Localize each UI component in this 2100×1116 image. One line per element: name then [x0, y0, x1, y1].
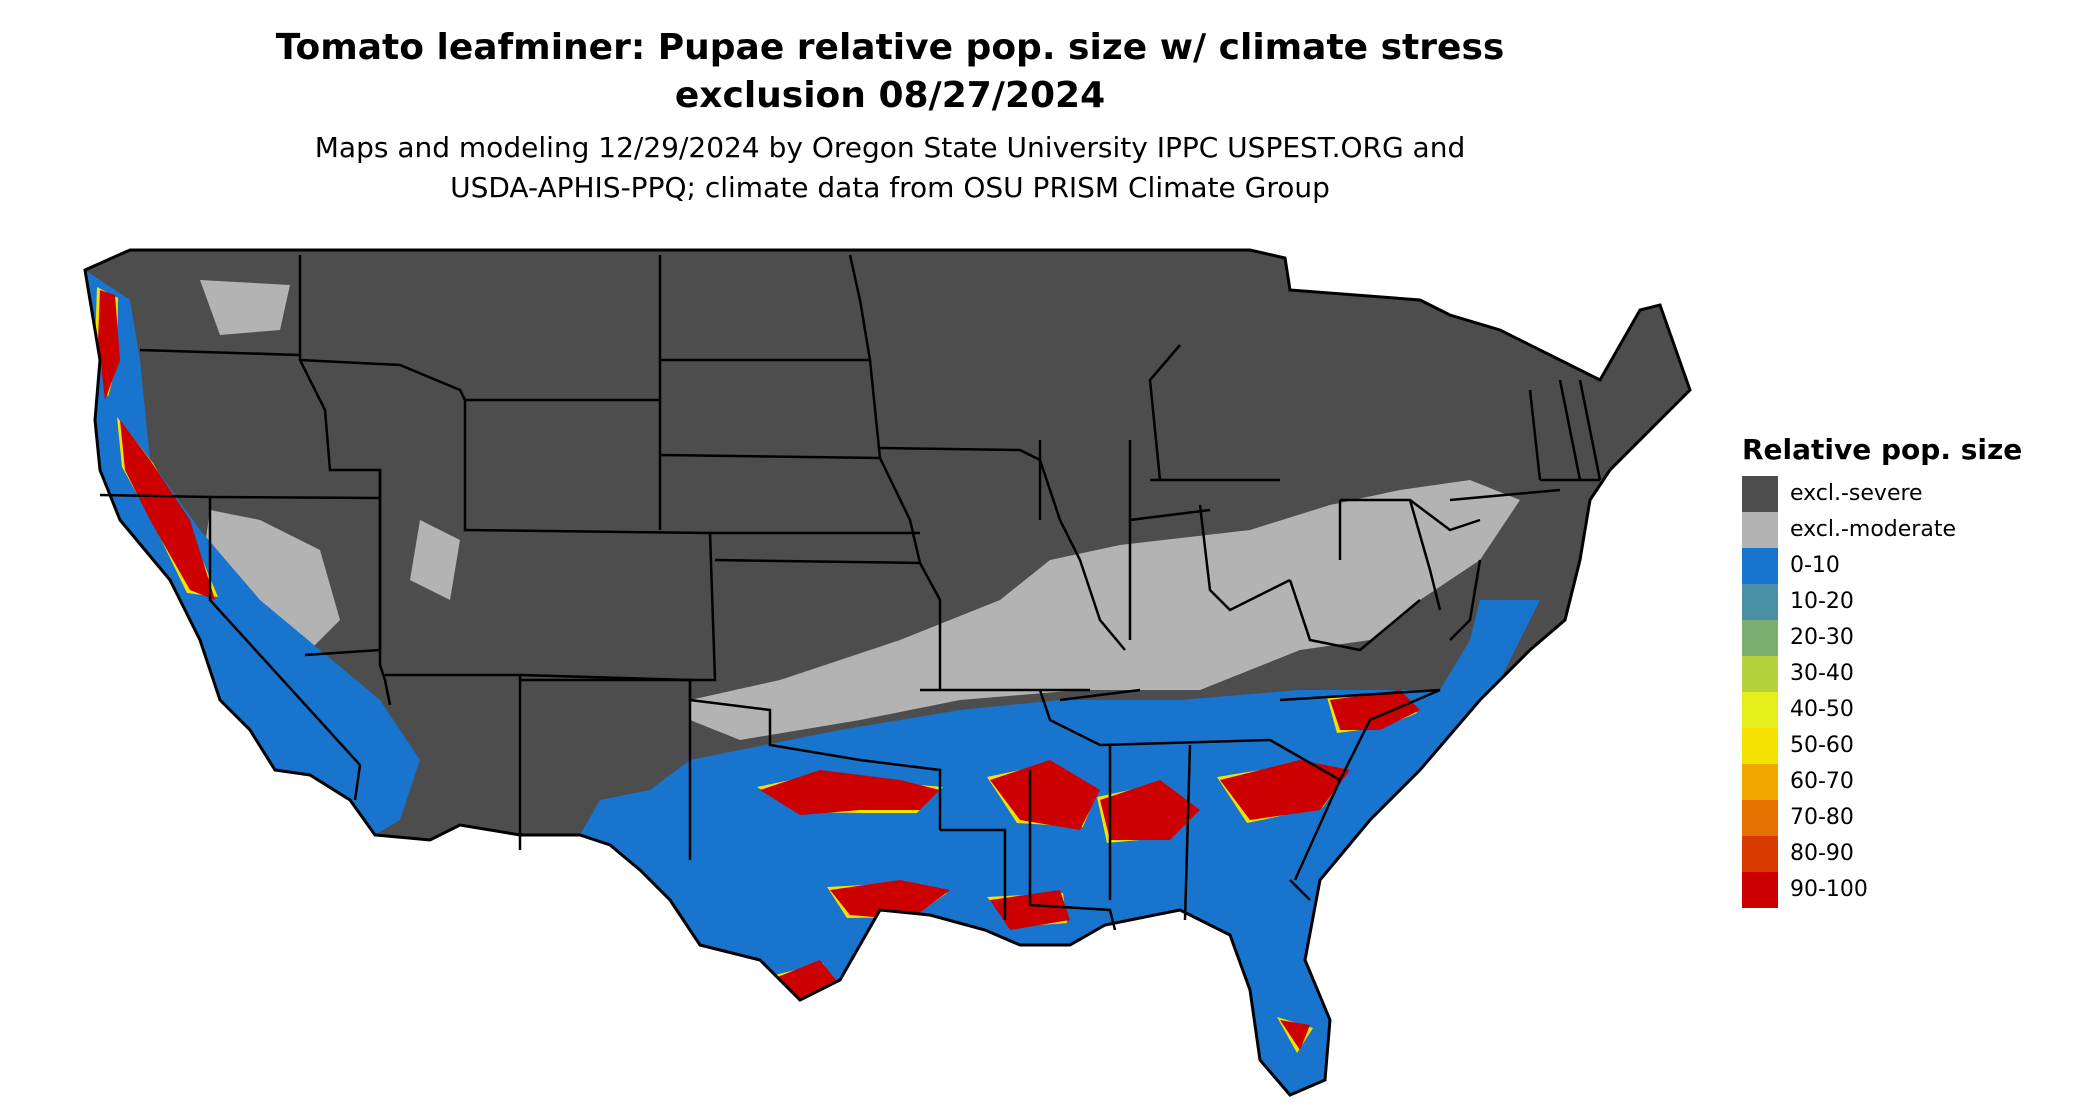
legend-swatch — [1742, 584, 1778, 620]
legend-swatch — [1742, 872, 1778, 908]
region-excl-moderate — [410, 520, 460, 600]
legend-swatch — [1742, 800, 1778, 836]
map-title-line1: Tomato leafminer: Pupae relative pop. si… — [275, 27, 1505, 68]
map-subtitle-line2: USDA-APHIS-PPQ; climate data from OSU PR… — [450, 171, 1330, 204]
region-90-100 — [760, 770, 940, 815]
map-subtitle-line1: Maps and modeling 12/29/2024 by Oregon S… — [314, 131, 1466, 164]
region-excl-moderate — [690, 480, 1520, 740]
legend-label: 70-80 — [1790, 805, 1854, 830]
legend-label: 0-10 — [1790, 553, 1840, 578]
region-90-100 — [1280, 1020, 1310, 1050]
legend-swatch — [1742, 728, 1778, 764]
legend-item: 10-20 — [1742, 584, 2022, 620]
region-90-100 — [1330, 690, 1420, 730]
region-90-100 — [98, 290, 120, 400]
legend-item: 70-80 — [1742, 800, 2022, 836]
region-0-10 — [85, 270, 420, 835]
region-90-100 — [830, 880, 950, 920]
legend-item: 60-70 — [1742, 764, 2022, 800]
map-title: Tomato leafminer: Pupae relative pop. si… — [200, 24, 1580, 120]
map-title-line2: exclusion 08/27/2024 — [674, 75, 1106, 116]
legend-label: 50-60 — [1790, 733, 1854, 758]
legend-label: excl.-severe — [1790, 481, 1923, 506]
legend-swatch — [1742, 620, 1778, 656]
legend-title: Relative pop. size — [1742, 433, 2023, 466]
legend-swatch — [1742, 656, 1778, 692]
legend-label: excl.-moderate — [1790, 517, 1956, 542]
legend-item: 20-30 — [1742, 620, 2022, 656]
legend-item: 90-100 — [1742, 872, 2022, 908]
legend-items: excl.-severe excl.-moderate 0-10 10-20 20-30… — [1742, 476, 2022, 908]
region-90-100 — [990, 760, 1100, 830]
us-map — [83, 248, 1692, 1097]
legend-swatch — [1742, 512, 1778, 548]
legend-label: 90-100 — [1790, 877, 1868, 902]
legend-item: 50-60 — [1742, 728, 2022, 764]
legend-label: 80-90 — [1790, 841, 1854, 866]
region-90-100 — [1100, 780, 1200, 840]
state-borders — [99, 254, 1602, 931]
legend-item: 80-90 — [1742, 836, 2022, 872]
legend-label: 20-30 — [1790, 625, 1854, 650]
region-excl-moderate — [200, 280, 290, 335]
legend-label: 10-20 — [1790, 589, 1854, 614]
region-90-100 — [120, 420, 215, 600]
region-90-100 — [990, 890, 1070, 930]
legend-swatch — [1742, 764, 1778, 800]
legend-label: 60-70 — [1790, 769, 1854, 794]
legend-item: 30-40 — [1742, 656, 2022, 692]
legend-swatch — [1742, 836, 1778, 872]
legend-item: 40-50 — [1742, 692, 2022, 728]
legend-swatch — [1742, 476, 1778, 512]
legend: Relative pop. size excl.-severe excl.-mod… — [1742, 432, 2022, 908]
legend-item: excl.-moderate — [1742, 512, 2022, 548]
legend-label: 30-40 — [1790, 661, 1854, 686]
region-90-100 — [1220, 760, 1350, 820]
legend-swatch — [1742, 548, 1778, 584]
legend-item: 0-10 — [1742, 548, 2022, 584]
legend-item: excl.-severe — [1742, 476, 2022, 512]
map-subtitle: Maps and modeling 12/29/2024 by Oregon S… — [200, 128, 1580, 208]
climate-suitability-regions — [85, 250, 1690, 1095]
legend-swatch — [1742, 692, 1778, 728]
legend-label: 40-50 — [1790, 697, 1854, 722]
